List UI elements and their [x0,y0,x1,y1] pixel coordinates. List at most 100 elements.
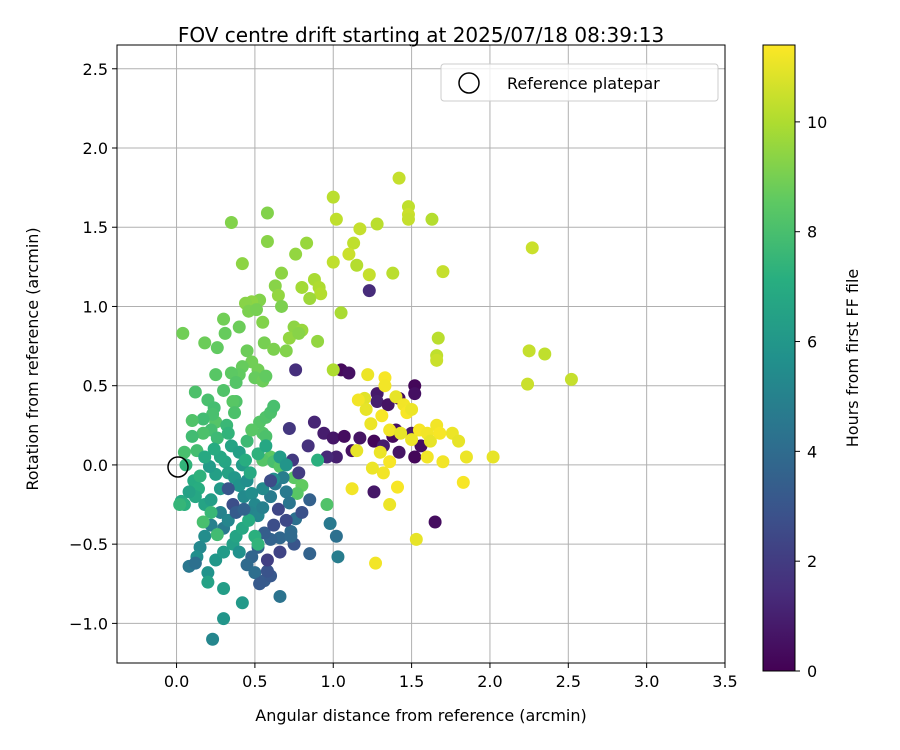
scatter-point [284,529,298,543]
scatter-point [376,466,390,480]
scatter-point [334,306,348,320]
scatter-point [253,577,267,591]
y-tick-label: −0.5 [69,535,108,554]
scatter-point [307,415,321,429]
scatter-point [345,482,359,496]
scatter-point [209,553,223,567]
scatter-point [279,513,293,527]
scatter-point [326,431,340,445]
scatter-point [303,292,317,306]
x-tick-label: 1.0 [321,672,346,691]
scatter-point [326,190,340,204]
scatter-point [196,412,210,426]
scatter-point [221,482,235,496]
scatter-point [347,236,361,250]
scatter-point [401,212,415,226]
scatter-point [217,545,231,559]
scatter-point [275,299,289,313]
legend-box [440,63,719,102]
scatter-point [201,575,215,589]
colorbar: 0 2 4 6 8 10 Hours from first FF file [762,44,862,681]
scatter-point [370,217,384,231]
scatter-point [452,434,466,448]
scatter-point [279,485,293,499]
scatter-point [267,518,281,532]
scatter-point [408,450,422,464]
y-tick-label: −1.0 [69,614,108,633]
scatter-point [217,312,231,326]
scatter-point [259,429,273,443]
scatter-point [423,434,437,448]
scatter-point [201,566,215,580]
scatter-point [378,379,392,393]
x-tick-label: 2.5 [556,672,581,691]
y-axis-label: Rotation from reference (arcmin) [23,227,42,490]
scatter-point [365,461,379,475]
scatter-point [267,399,281,413]
scatter-point [323,517,337,531]
scatter-point [381,398,395,412]
scatter-point [232,545,246,559]
scatter-point [486,450,500,464]
scatter-point [185,429,199,443]
scatter-point [320,498,334,512]
scatter-point [303,547,317,561]
scatter-point [295,280,309,294]
scatter-point [207,442,221,456]
scatter-point [240,344,254,358]
scatter-point [342,366,356,380]
scatter-point [256,501,270,515]
scatter-point [249,303,263,317]
scatter-point [251,537,265,551]
scatter-point [350,258,364,272]
scatter-point [353,431,367,445]
scatter-point [564,372,578,386]
scatter-point [389,390,403,404]
scatter-point [329,450,343,464]
scatter-point [196,426,210,440]
scatter-point [383,423,397,437]
scatter-point [390,480,404,494]
scatter-point [259,369,273,383]
x-tick-label: 1.5 [399,672,424,691]
scatter-point [364,417,378,431]
scatter-point [221,513,235,527]
scatter-point [251,447,265,461]
scatter-point [193,469,207,483]
scatter-point [271,502,285,516]
scatter-point [369,556,383,570]
scatter-point [326,363,340,377]
scatter-point [188,556,202,570]
colorbar-tick-label: 6 [807,333,817,352]
scatter-point [289,363,303,377]
scatter-point [431,331,445,345]
scatter-point [329,529,343,543]
scatter-point [538,347,552,361]
scatter-point [311,334,325,348]
scatter-point [430,353,444,367]
scatter-point [273,545,287,559]
legend-entry-reference-platepar: Reference platepar [507,74,660,93]
scatter-point [210,431,224,445]
scatter-point [256,315,270,329]
scatter-point [226,395,240,409]
colorbar-tick-label: 2 [807,552,817,571]
x-tick-label: 0.5 [242,672,267,691]
scatter-point [456,475,470,489]
grid-lines [117,45,726,663]
scatter-point [425,212,439,226]
y-tick-label: 1.5 [83,218,108,237]
scatter-point [235,596,249,610]
scatter-point [224,215,238,229]
chart-title: FOV centre drift starting at 2025/07/18 … [178,23,664,47]
colorbar-tick-label: 4 [807,442,817,461]
scatter-point [240,558,254,572]
scatter-point [303,493,317,507]
scatter-point [228,406,242,420]
scatter-point [292,326,306,340]
scatter-point [301,439,315,453]
scatter-point [370,395,384,409]
scatter-point [198,336,212,350]
scatter-point [405,402,419,416]
